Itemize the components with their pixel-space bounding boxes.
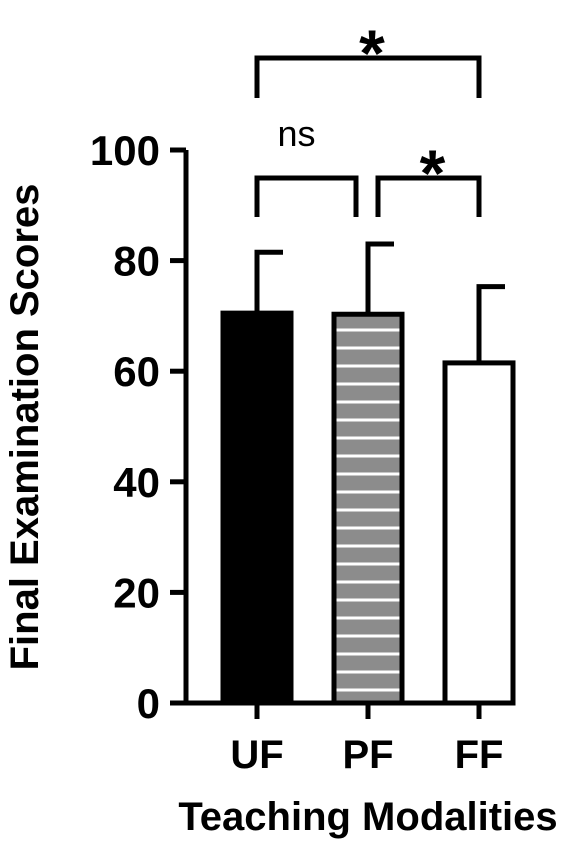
significance-bracket: [375, 175, 482, 217]
x-axis-title: Teaching Modalities: [178, 795, 557, 839]
bar-uf: [220, 310, 294, 706]
y-tick-label: 80: [113, 238, 160, 285]
x-tick-label: UF: [230, 733, 283, 777]
significance-bracket: [254, 175, 359, 217]
significance-label: ns: [277, 113, 315, 154]
bar-ff: [442, 360, 516, 706]
significance-label: *: [359, 16, 385, 90]
y-tick-label: 40: [113, 459, 160, 506]
y-tick-label: 0: [137, 680, 160, 727]
y-tick-label: 100: [90, 127, 160, 174]
x-tick-label: FF: [455, 733, 504, 777]
x-tick-label: PF: [342, 733, 393, 777]
y-tick-label: 20: [113, 569, 160, 616]
y-tick-label: 60: [113, 348, 160, 395]
significance-bracket: [254, 55, 482, 98]
y-axis-title: Final Examination Scores: [3, 184, 47, 671]
plot-area: 0 20 40 60 80 100 UF PF FF ns * *: [90, 16, 516, 777]
significance-label: *: [420, 136, 446, 210]
